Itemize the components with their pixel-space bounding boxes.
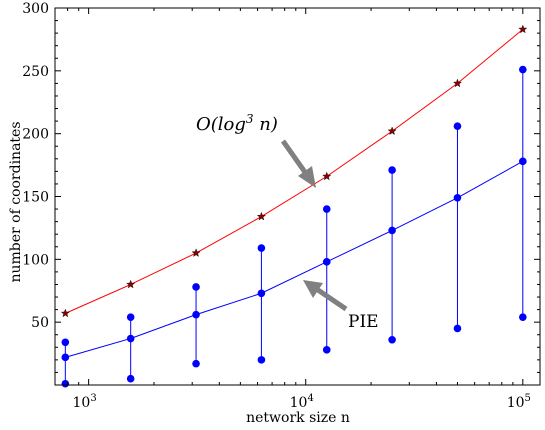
pie-max-marker [192, 283, 200, 291]
log3-annotation-label: O(log3 n) [196, 112, 278, 135]
y-tick-label: 250 [22, 64, 49, 80]
pie-annotation-arrow-shaft [316, 287, 348, 312]
log3-star-marker [60, 308, 70, 318]
pie-mean-marker [61, 353, 70, 362]
annotations: O(log3 n) PIE [196, 112, 379, 332]
pie-min-marker [453, 324, 462, 333]
pie-max-marker [61, 338, 70, 347]
log3-annotation-arrow-head [298, 166, 316, 188]
log3-annotation-arrow-shaft [280, 139, 310, 177]
log3-star-marker [387, 126, 397, 136]
x-tick-label: 104 [290, 393, 314, 411]
pie-min-marker [257, 356, 266, 364]
pie-mean-marker [126, 334, 135, 343]
pie-min-marker [519, 313, 527, 321]
pie-max-marker [126, 313, 135, 321]
log3-star-marker [518, 24, 528, 34]
y-axis-label: number of coordinates [8, 121, 24, 282]
pie-mean-marker [322, 258, 331, 266]
log3-series-line [65, 28, 524, 314]
plot-area [60, 24, 528, 388]
log3-star-marker [191, 248, 201, 257]
pie-min-marker [322, 346, 331, 354]
y-tick-label: 100 [22, 252, 49, 268]
y-tick-label: 50 [31, 315, 49, 331]
pie-max-marker [453, 122, 462, 130]
log3-star-marker [452, 78, 462, 88]
pie-max-marker [519, 65, 527, 74]
pie-max-marker [388, 166, 396, 174]
pie-annotation-label: PIE [348, 312, 379, 332]
y-tick-label: 200 [22, 127, 49, 143]
y-tick-label: 150 [22, 190, 49, 206]
log3-star-marker [322, 171, 332, 181]
axes: 50 100 150 200 250 300 103 104 105 [22, 1, 541, 411]
pie-annotation-arrow-head [303, 280, 323, 298]
x-axis-label: network size n [246, 410, 350, 426]
x-tick-label: 105 [507, 393, 531, 411]
pie-max-marker [257, 244, 266, 252]
pie-min-marker [61, 379, 70, 388]
pie-min-marker [388, 335, 396, 344]
pie-mean-marker [519, 157, 527, 166]
pie-mean-marker [388, 226, 396, 235]
pie-min-marker [192, 359, 200, 368]
pie-min-marker [126, 374, 135, 383]
plot-frame [54, 7, 541, 386]
x-tick-label: 103 [73, 393, 97, 411]
pie-mean-marker [192, 310, 200, 319]
pie-mean-marker [453, 193, 462, 202]
log3-star-marker [256, 211, 266, 221]
y-tick-label: 300 [22, 1, 49, 17]
pie-max-marker [322, 205, 331, 213]
log3-star-marker [126, 279, 136, 289]
pie-series-line [65, 160, 524, 358]
pie-mean-marker [257, 289, 266, 298]
